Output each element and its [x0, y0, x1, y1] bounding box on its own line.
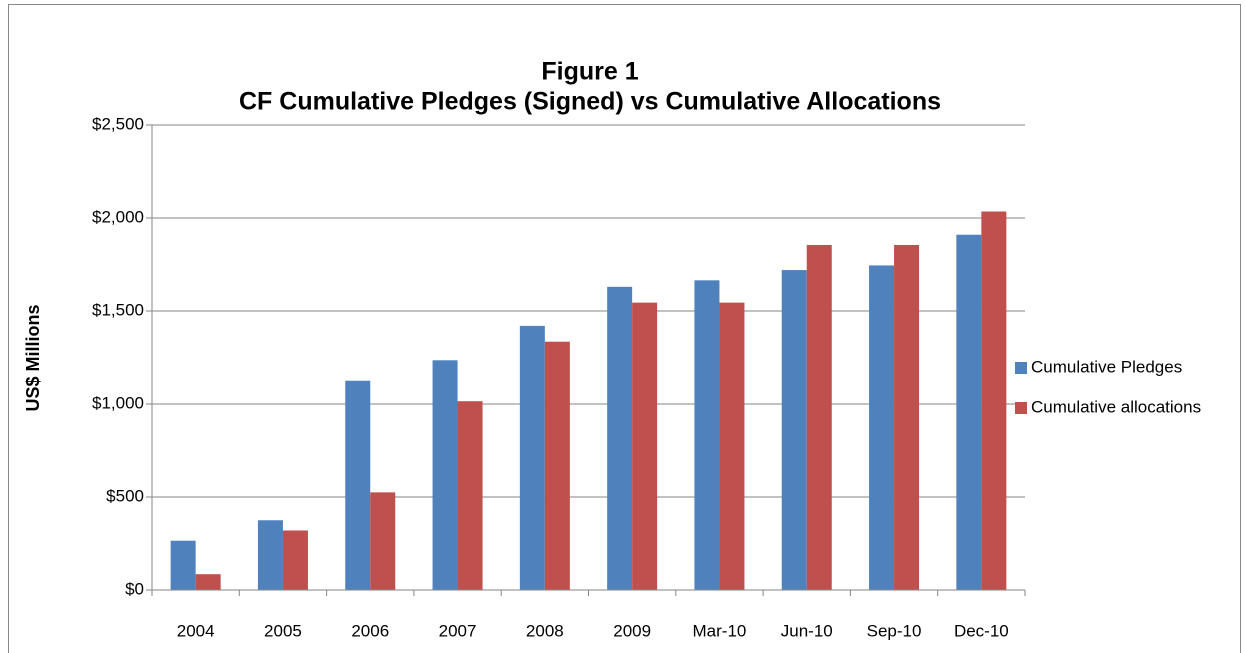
bar [345, 380, 371, 590]
bar [195, 574, 221, 590]
y-tick-label: $0 [125, 579, 144, 598]
legend-label: Cumulative Pledges [1031, 357, 1182, 376]
bar [781, 270, 807, 590]
y-tick-label: $500 [106, 486, 144, 505]
bar [694, 280, 720, 590]
x-tick-label: 2005 [264, 621, 302, 640]
bar [632, 302, 658, 590]
legend-label: Cumulative allocations [1031, 397, 1201, 416]
x-tick-label: Mar-10 [693, 621, 747, 640]
y-axis-label: US$ Millions [23, 304, 43, 411]
y-tick-label: $2,000 [92, 207, 144, 226]
x-tick-label: 2006 [351, 621, 389, 640]
bar [370, 492, 396, 590]
legend-swatch [1015, 402, 1027, 414]
x-tick-label: 2007 [439, 621, 477, 640]
legend-swatch [1015, 362, 1027, 374]
bar [956, 234, 982, 591]
bar [282, 530, 308, 590]
x-tick-label: 2009 [613, 621, 651, 640]
bar [457, 401, 483, 590]
bar [544, 341, 570, 590]
y-tick-label: $1,000 [92, 393, 144, 412]
bar [806, 244, 832, 590]
bar [981, 211, 1007, 591]
x-tick-label: Jun-10 [781, 621, 833, 640]
bar [607, 286, 633, 590]
x-tick-label: 2008 [526, 621, 564, 640]
bar [432, 360, 458, 590]
x-tick-label: Dec-10 [954, 621, 1009, 640]
bar [257, 520, 283, 590]
bar [519, 325, 545, 590]
y-tick-label: $2,500 [92, 114, 144, 133]
chart-title: Figure 1 [541, 58, 638, 86]
y-tick-label: $1,500 [92, 300, 144, 319]
bar [894, 244, 920, 590]
x-tick-label: Sep-10 [867, 621, 922, 640]
chart-subtitle: CF Cumulative Pledges (Signed) vs Cumula… [239, 88, 941, 116]
bar [170, 540, 196, 590]
bar [869, 265, 895, 590]
bar [719, 302, 745, 590]
x-tick-label: 2004 [177, 621, 215, 640]
